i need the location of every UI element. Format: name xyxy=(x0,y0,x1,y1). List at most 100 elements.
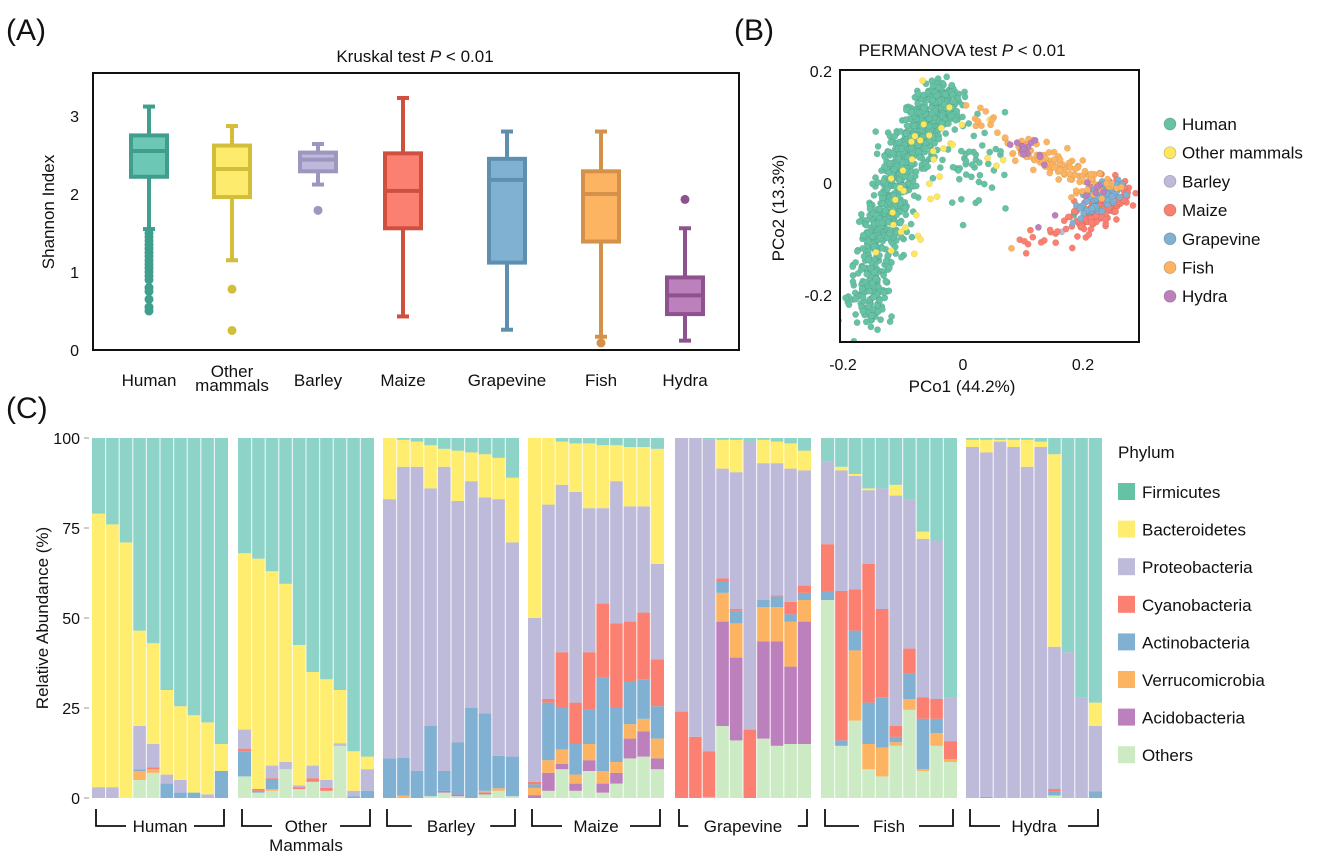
legend-swatch-icon xyxy=(1118,633,1135,651)
scatter-point xyxy=(906,174,914,182)
facet-grapevine xyxy=(675,438,811,798)
bar-segment-others xyxy=(916,771,930,798)
scatter-point xyxy=(887,247,895,255)
scatter-point xyxy=(886,230,894,237)
scatter-point xyxy=(968,161,976,169)
scatter-point xyxy=(1054,227,1061,235)
bar-segment-bacteroidetes xyxy=(528,438,542,618)
panel-a-boxplot: Kruskal test P < 0.01 Shannon Index 0 1 2 3… xyxy=(39,47,740,395)
bar-segment-proteobacteria xyxy=(1074,697,1089,798)
stacked-bar xyxy=(916,438,930,798)
bar-segment-proteobacteria xyxy=(861,490,876,564)
group-label: Other xyxy=(285,817,328,836)
bar-segment-actinobacteria xyxy=(582,709,596,744)
scatter-point xyxy=(957,147,965,155)
box-iqr xyxy=(581,169,621,244)
scatter-point xyxy=(975,159,983,167)
scatter-point xyxy=(936,164,944,172)
facet-fish xyxy=(821,438,957,798)
bar-segment-actinobacteria xyxy=(360,790,374,798)
scatter-point xyxy=(986,148,994,156)
legend-swatch-icon xyxy=(1118,671,1135,688)
legend-swatch-icon xyxy=(1118,746,1135,764)
scatter-point xyxy=(939,145,947,153)
bar-segment-firmicutes xyxy=(993,438,1007,440)
bar-segment-bacteroidetes xyxy=(834,466,849,471)
scatter-point xyxy=(1122,191,1130,199)
scatter-point xyxy=(891,133,898,141)
scatter-point xyxy=(1050,156,1058,164)
stacked-bar xyxy=(423,438,438,798)
bar-segment-actinobacteria xyxy=(636,679,651,719)
bar-segment-proteobacteria xyxy=(92,787,106,798)
stacked-bar xyxy=(119,438,133,798)
bar-segment-bacteroidetes xyxy=(1006,439,1021,447)
bar-segment-proteobacteria xyxy=(383,499,397,759)
bar-segment-proteobacteria xyxy=(491,499,506,756)
bracket-right xyxy=(797,809,808,827)
bar-segment-cyanobacteria xyxy=(729,609,743,611)
bar-segment-firmicutes xyxy=(333,438,347,690)
bar-segment-proteobacteria xyxy=(770,463,784,596)
legend-label: Human xyxy=(1182,115,1237,134)
bar-segment-proteobacteria xyxy=(360,769,374,791)
ytick-label: 0 xyxy=(70,343,79,360)
bar-segment-firmicutes xyxy=(1020,438,1034,440)
bar-segment-firmicutes xyxy=(265,438,279,572)
bar-segment-actinobacteria xyxy=(650,706,664,739)
bar-segment-firmicutes xyxy=(916,438,930,532)
scatter-point xyxy=(907,138,915,146)
bar-segment-bacteroidetes xyxy=(650,448,664,564)
outlier-point xyxy=(596,338,606,348)
scatter-point xyxy=(873,150,881,158)
scatter-point xyxy=(1065,170,1073,178)
scatter-point xyxy=(870,268,878,276)
ytick-label: 3 xyxy=(70,109,79,126)
bar-segment-verrucomicrobia xyxy=(702,796,716,798)
bar-segment-cyanobacteria xyxy=(715,578,730,582)
bar-segment-bacteroidetes xyxy=(360,756,374,770)
bar-segment-bacteroidetes xyxy=(770,441,784,464)
bar-segment-firmicutes xyxy=(834,438,849,467)
bar-segment-verrucomicrobia xyxy=(861,744,876,770)
bar-segment-cyanobacteria xyxy=(743,729,757,798)
bar-segment-firmicutes xyxy=(92,438,106,514)
scatter-point xyxy=(954,166,962,174)
scatter-point xyxy=(864,256,872,264)
legend-label: Firmicutes xyxy=(1142,483,1220,502)
bar-segment-bacteroidetes xyxy=(200,722,215,795)
scatter-point xyxy=(897,127,905,135)
stacked-bar xyxy=(729,438,743,798)
scatter-point xyxy=(899,167,907,174)
scatter-point xyxy=(958,121,966,129)
bar-segment-firmicutes xyxy=(979,438,994,440)
title-prefix: Kruskal test xyxy=(336,47,430,66)
panel-label-a: (A) xyxy=(6,14,46,47)
scatter-point xyxy=(961,93,969,101)
scatter-point xyxy=(1117,183,1125,191)
bar-segment-others xyxy=(319,790,334,798)
bar-segment-firmicutes xyxy=(783,438,798,444)
scatter-point xyxy=(1072,187,1080,195)
bar-segment-cyanobacteria xyxy=(251,789,266,791)
bar-segment-actinobacteria xyxy=(596,677,610,771)
scatter-point xyxy=(993,162,1000,170)
scatter-point xyxy=(885,169,892,176)
legend-marker-icon xyxy=(1163,117,1177,131)
bar-segment-proteobacteria xyxy=(451,501,465,743)
bar-segment-proteobacteria xyxy=(609,481,624,624)
scatter-point xyxy=(1067,193,1075,201)
scatter-point xyxy=(910,122,918,130)
bar-segment-others xyxy=(478,794,492,798)
bar-segment-acidobacteria xyxy=(623,738,637,759)
bar-segment-others xyxy=(623,758,637,798)
scatter-point xyxy=(984,154,992,162)
scatter-point xyxy=(1029,233,1037,241)
scatter-point xyxy=(1102,215,1110,223)
panel-c-yticks: 0 25 50 75 100 xyxy=(53,431,89,808)
bar-segment-actinobacteria xyxy=(889,736,903,743)
scatter-points xyxy=(840,73,1139,342)
ytick-label: 0 xyxy=(823,176,832,193)
bar-segment-cyanobacteria xyxy=(596,603,610,678)
bar-segment-actinobacteria xyxy=(875,697,889,748)
